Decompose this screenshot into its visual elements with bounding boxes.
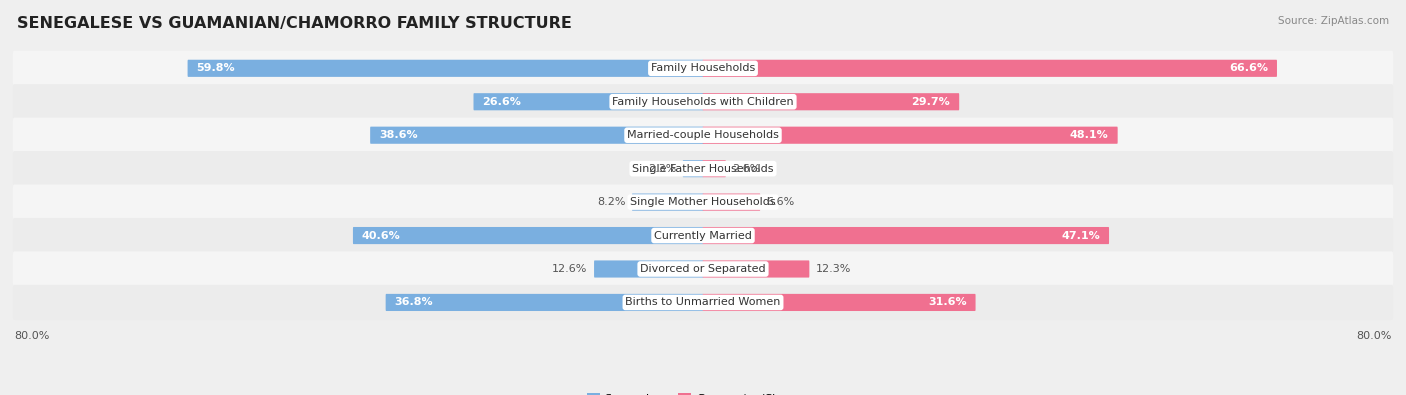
Text: Family Households: Family Households [651,63,755,73]
Text: 36.8%: 36.8% [395,297,433,307]
Text: Single Mother Households: Single Mother Households [630,197,776,207]
Text: 80.0%: 80.0% [14,331,49,341]
FancyBboxPatch shape [703,60,1277,77]
FancyBboxPatch shape [703,260,810,278]
Text: Family Households with Children: Family Households with Children [612,97,794,107]
FancyBboxPatch shape [385,294,703,311]
Text: 2.3%: 2.3% [648,164,676,174]
FancyBboxPatch shape [13,218,1393,253]
FancyBboxPatch shape [595,260,703,278]
FancyBboxPatch shape [703,127,1118,144]
FancyBboxPatch shape [13,285,1393,320]
FancyBboxPatch shape [474,93,703,110]
Text: 66.6%: 66.6% [1229,63,1268,73]
Text: 48.1%: 48.1% [1070,130,1108,140]
Text: 6.6%: 6.6% [766,197,794,207]
FancyBboxPatch shape [370,127,703,144]
Text: 12.6%: 12.6% [553,264,588,274]
Text: Divorced or Separated: Divorced or Separated [640,264,766,274]
FancyBboxPatch shape [683,160,703,177]
FancyBboxPatch shape [703,194,761,211]
Text: 40.6%: 40.6% [361,231,401,241]
FancyBboxPatch shape [703,93,959,110]
Legend: Senegalese, Guamanian/Chamorro: Senegalese, Guamanian/Chamorro [582,389,824,395]
FancyBboxPatch shape [631,194,703,211]
FancyBboxPatch shape [353,227,703,244]
Text: 12.3%: 12.3% [815,264,851,274]
Text: 80.0%: 80.0% [1357,331,1392,341]
Text: 31.6%: 31.6% [928,297,966,307]
FancyBboxPatch shape [703,160,725,177]
Text: 26.6%: 26.6% [482,97,522,107]
FancyBboxPatch shape [703,294,976,311]
Text: 8.2%: 8.2% [598,197,626,207]
FancyBboxPatch shape [13,51,1393,86]
Text: Source: ZipAtlas.com: Source: ZipAtlas.com [1278,16,1389,26]
Text: Births to Unmarried Women: Births to Unmarried Women [626,297,780,307]
Text: 29.7%: 29.7% [911,97,950,107]
FancyBboxPatch shape [13,151,1393,186]
FancyBboxPatch shape [13,252,1393,286]
Text: Single Father Households: Single Father Households [633,164,773,174]
Text: 38.6%: 38.6% [380,130,418,140]
Text: Currently Married: Currently Married [654,231,752,241]
Text: SENEGALESE VS GUAMANIAN/CHAMORRO FAMILY STRUCTURE: SENEGALESE VS GUAMANIAN/CHAMORRO FAMILY … [17,16,572,31]
Text: 2.6%: 2.6% [733,164,761,174]
Text: 59.8%: 59.8% [197,63,235,73]
FancyBboxPatch shape [13,184,1393,220]
FancyBboxPatch shape [187,60,703,77]
FancyBboxPatch shape [703,227,1109,244]
FancyBboxPatch shape [13,118,1393,153]
Text: 47.1%: 47.1% [1062,231,1099,241]
Text: Married-couple Households: Married-couple Households [627,130,779,140]
FancyBboxPatch shape [13,84,1393,119]
